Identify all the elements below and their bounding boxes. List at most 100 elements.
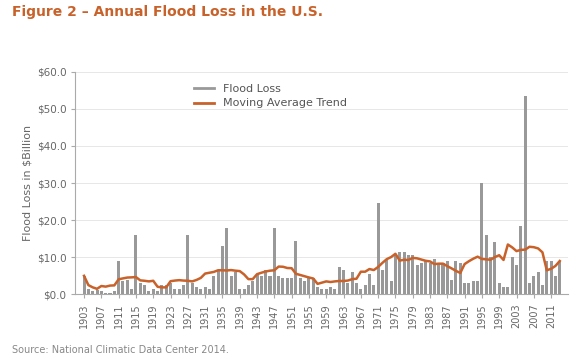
Bar: [515, 265, 518, 294]
Bar: [230, 276, 233, 294]
Bar: [290, 278, 293, 294]
Bar: [186, 235, 189, 294]
Bar: [346, 283, 349, 294]
Bar: [286, 278, 289, 294]
Bar: [182, 285, 185, 294]
Bar: [251, 281, 254, 294]
Bar: [485, 235, 488, 294]
Bar: [355, 283, 358, 294]
Bar: [247, 285, 250, 294]
Bar: [177, 289, 181, 294]
Bar: [273, 228, 276, 294]
Bar: [411, 256, 414, 294]
Bar: [260, 276, 263, 294]
Bar: [156, 291, 159, 294]
Bar: [489, 257, 492, 294]
Bar: [234, 272, 237, 294]
Bar: [320, 289, 324, 294]
Bar: [311, 278, 315, 294]
Bar: [173, 289, 176, 294]
Bar: [212, 276, 215, 294]
Bar: [277, 276, 280, 294]
Bar: [381, 270, 384, 294]
Bar: [329, 287, 332, 294]
Bar: [264, 270, 267, 294]
Bar: [398, 252, 401, 294]
Y-axis label: Flood Loss in $Billion: Flood Loss in $Billion: [23, 125, 32, 241]
Bar: [390, 281, 393, 294]
Bar: [191, 283, 194, 294]
Bar: [472, 281, 475, 294]
Bar: [498, 283, 501, 294]
Bar: [256, 274, 259, 294]
Bar: [130, 289, 133, 294]
Bar: [467, 283, 470, 294]
Bar: [502, 287, 505, 294]
Bar: [204, 287, 206, 294]
Bar: [441, 263, 444, 294]
Bar: [104, 293, 107, 294]
Bar: [524, 96, 527, 294]
Bar: [372, 285, 375, 294]
Bar: [161, 285, 164, 294]
Bar: [108, 293, 111, 294]
Bar: [385, 259, 388, 294]
Bar: [532, 276, 535, 294]
Bar: [429, 263, 432, 294]
Bar: [338, 266, 340, 294]
Legend: Flood Loss, Moving Average Trend: Flood Loss, Moving Average Trend: [190, 80, 351, 113]
Bar: [494, 242, 496, 294]
Bar: [528, 283, 531, 294]
Bar: [359, 289, 362, 294]
Bar: [550, 261, 553, 294]
Bar: [424, 261, 427, 294]
Bar: [126, 280, 129, 294]
Bar: [216, 270, 220, 294]
Bar: [281, 278, 285, 294]
Bar: [147, 291, 150, 294]
Bar: [303, 281, 306, 294]
Bar: [295, 241, 298, 294]
Bar: [364, 285, 367, 294]
Bar: [545, 261, 548, 294]
Bar: [91, 291, 94, 294]
Bar: [334, 289, 336, 294]
Bar: [169, 283, 172, 294]
Bar: [394, 256, 397, 294]
Bar: [100, 292, 103, 294]
Bar: [238, 289, 241, 294]
Bar: [165, 285, 168, 294]
Bar: [221, 246, 224, 294]
Bar: [82, 276, 86, 294]
Bar: [368, 274, 371, 294]
Bar: [506, 287, 509, 294]
Bar: [446, 261, 449, 294]
Bar: [139, 283, 142, 294]
Bar: [316, 287, 319, 294]
Bar: [407, 256, 410, 294]
Bar: [121, 281, 125, 294]
Bar: [415, 265, 419, 294]
Bar: [420, 263, 423, 294]
Bar: [225, 228, 229, 294]
Bar: [459, 263, 462, 294]
Bar: [143, 285, 146, 294]
Text: Figure 2 – Annual Flood Loss in the U.S.: Figure 2 – Annual Flood Loss in the U.S.: [12, 5, 322, 19]
Bar: [325, 289, 328, 294]
Bar: [480, 183, 483, 294]
Bar: [558, 261, 561, 294]
Bar: [541, 285, 544, 294]
Bar: [403, 252, 405, 294]
Bar: [299, 278, 302, 294]
Bar: [307, 278, 310, 294]
Bar: [242, 289, 245, 294]
Bar: [135, 235, 137, 294]
Bar: [200, 289, 202, 294]
Bar: [113, 292, 116, 294]
Bar: [554, 276, 557, 294]
Bar: [437, 263, 440, 294]
Bar: [455, 261, 458, 294]
Bar: [342, 270, 345, 294]
Bar: [433, 259, 436, 294]
Bar: [376, 204, 380, 294]
